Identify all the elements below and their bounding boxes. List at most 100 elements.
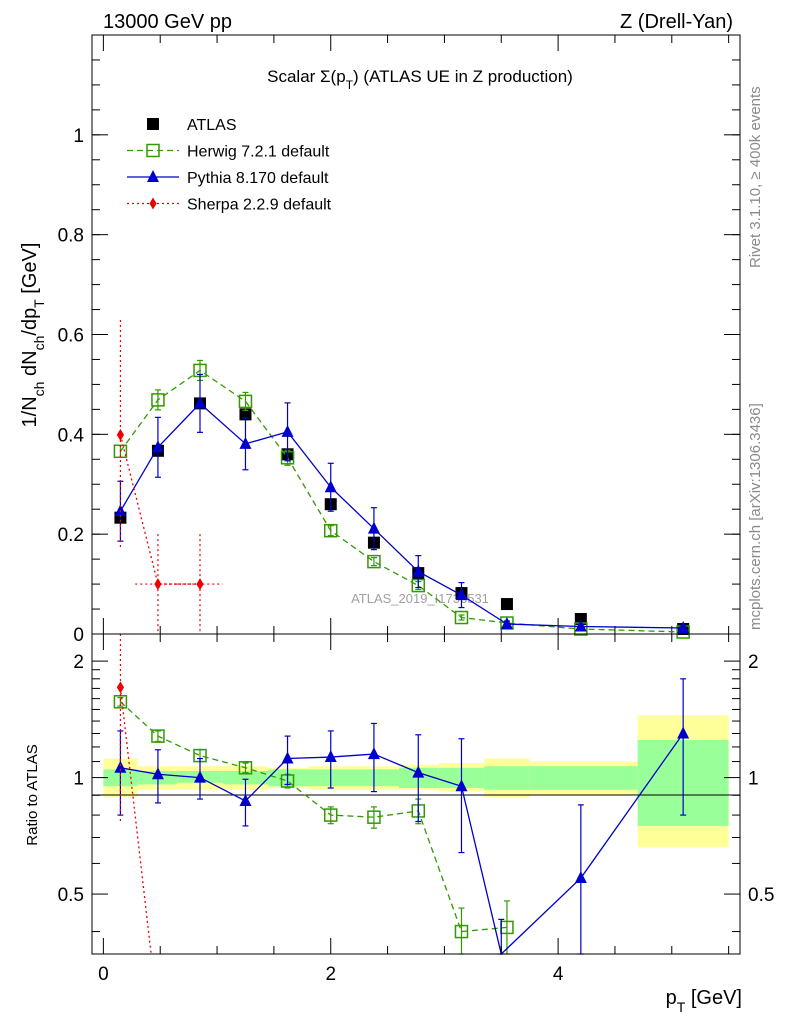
- y-tick-label: 0.2: [58, 525, 84, 546]
- legend-label: Herwig 7.2.1 default: [187, 144, 330, 161]
- main-ticks: 0 0.2 0.4 0.6 0.8 1: [58, 35, 740, 646]
- main-panel: 0 0.2 0.4 0.6 0.8 1 ATLAS_2019_I1736531 Scala…: [19, 34, 741, 646]
- series-line: [119, 434, 200, 585]
- text-part: dN: [19, 350, 41, 381]
- ratio-y-tick-label: 2: [73, 652, 84, 673]
- x-tick-label: 0: [98, 964, 109, 985]
- text-part: Scalar Σ(p: [267, 67, 346, 86]
- marker-square: [574, 613, 587, 626]
- y-tick-label: 0.4: [58, 425, 85, 446]
- stat-uncertainty-band: [484, 766, 530, 790]
- marker-triangle: [281, 751, 294, 764]
- text-part: [GeV]: [19, 243, 41, 300]
- ratio-panel: 0.5 0.5 1 1 2 2 0 2 4 Ratio to ATLAS pT [GeV]: [24, 633, 774, 1015]
- marker-triangle: [114, 760, 127, 773]
- marker-open-square: [454, 610, 469, 625]
- marker-open-square: [323, 523, 338, 538]
- marker-diamond: [154, 578, 162, 591]
- marker-triangle: [412, 765, 425, 778]
- marker-open-square: [151, 729, 165, 743]
- legend-entry-atlas: ATLAS: [147, 117, 237, 134]
- marker-open-square: [454, 924, 469, 939]
- y-tick-label: 0: [73, 625, 84, 646]
- text-part: 1/N: [19, 396, 41, 427]
- legend: ATLAS Herwig 7.2.1 default Pythia 8.170 de…: [127, 117, 332, 214]
- stat-uncertainty-band: [529, 766, 638, 790]
- series-sherpa: [116, 320, 223, 634]
- marker-square: [500, 598, 513, 611]
- y-tick-label: 1: [73, 126, 84, 147]
- text-part: ch: [31, 382, 47, 397]
- text-part: /dp: [19, 308, 41, 336]
- marker-triangle: [367, 521, 380, 534]
- marker-triangle: [455, 588, 468, 601]
- ratio-y-tick-label-right: 0.5: [748, 885, 774, 906]
- marker-triangle: [194, 396, 206, 409]
- marker-triangle: [324, 750, 337, 763]
- marker-triangle: [281, 424, 294, 437]
- series-pythia: [114, 373, 690, 634]
- header-right: Z (Drell-Yan): [620, 11, 733, 33]
- marker-triangle: [151, 767, 164, 780]
- y-tick-label: 0.6: [58, 326, 84, 347]
- stat-uncertainty-band: [222, 770, 269, 785]
- watermark: ATLAS_2019_I1736531: [351, 591, 489, 606]
- text-part: T: [677, 999, 686, 1015]
- marker-triangle: [455, 779, 468, 792]
- marker-open-square: [151, 393, 165, 407]
- series-herwig: [113, 695, 514, 955]
- mcplots-label: mcplots.cern.ch [arXiv:1306.3436]: [747, 403, 764, 630]
- legend-entry-herwig: Herwig 7.2.1 default: [127, 144, 330, 161]
- marker-triangle: [147, 170, 159, 182]
- main-ylabel: 1/Nch dNch/dpT [GeV]: [19, 243, 47, 428]
- marker-open-square: [367, 810, 381, 824]
- marker-triangle: [677, 621, 690, 634]
- legend-label: Sherpa 2.2.9 default: [187, 197, 332, 214]
- marker-open-square: [146, 143, 160, 158]
- text-part: [GeV]: [685, 987, 742, 1009]
- text-part: p: [666, 987, 677, 1009]
- marker-triangle: [574, 619, 587, 632]
- marker-triangle: [677, 726, 690, 739]
- marker-triangle: [239, 436, 252, 449]
- text-part: ch: [31, 336, 47, 351]
- x-axis-label: pT [GeV]: [666, 987, 742, 1015]
- y-tick-label: 0.8: [58, 226, 84, 247]
- x-tick-label: 2: [325, 964, 336, 985]
- text-part: ) (ATLAS UE in Z production): [353, 67, 573, 86]
- ratio-y-tick-label: 0.5: [58, 885, 84, 906]
- ratio-y-tick-label: 1: [73, 769, 84, 790]
- rivet-label: Rivet 3.1.10, ≥ 400k events: [747, 86, 764, 268]
- series-line: [119, 701, 508, 933]
- series-pythia: [114, 678, 690, 956]
- main-series: [113, 320, 690, 639]
- series-line: [119, 402, 684, 629]
- marker-open-square: [238, 761, 253, 775]
- text-part: T: [31, 299, 47, 308]
- ratio-ylabel: Ratio to ATLAS: [24, 744, 41, 845]
- legend-entry-pythia: Pythia 8.170 default: [127, 170, 329, 187]
- marker-triangle: [412, 564, 425, 577]
- marker-diamond: [116, 681, 125, 694]
- series-sherpa: [116, 634, 152, 955]
- text-part: T: [346, 78, 354, 92]
- header-left: 13000 GeV pp: [103, 11, 232, 33]
- marker-square: [147, 118, 159, 130]
- ratio-frame: [91, 633, 741, 955]
- chart-title: Scalar Σ(pT) (ATLAS UE in Z production): [267, 67, 573, 92]
- legend-label: Pythia 8.170 default: [187, 170, 329, 187]
- marker-triangle: [239, 793, 252, 806]
- legend-entry-sherpa: Sherpa 2.2.9 default: [127, 197, 332, 214]
- ratio-y-tick-label-right: 2: [748, 652, 759, 673]
- marker-triangle: [194, 770, 206, 783]
- marker-triangle: [574, 871, 587, 884]
- marker-triangle: [500, 617, 513, 630]
- marker-triangle: [324, 480, 337, 493]
- marker-diamond: [196, 578, 204, 591]
- series-line: [119, 687, 152, 955]
- marker-triangle: [367, 747, 380, 760]
- marker-open-square: [323, 808, 338, 822]
- series-line: [120, 733, 684, 956]
- marker-open-square: [367, 554, 381, 569]
